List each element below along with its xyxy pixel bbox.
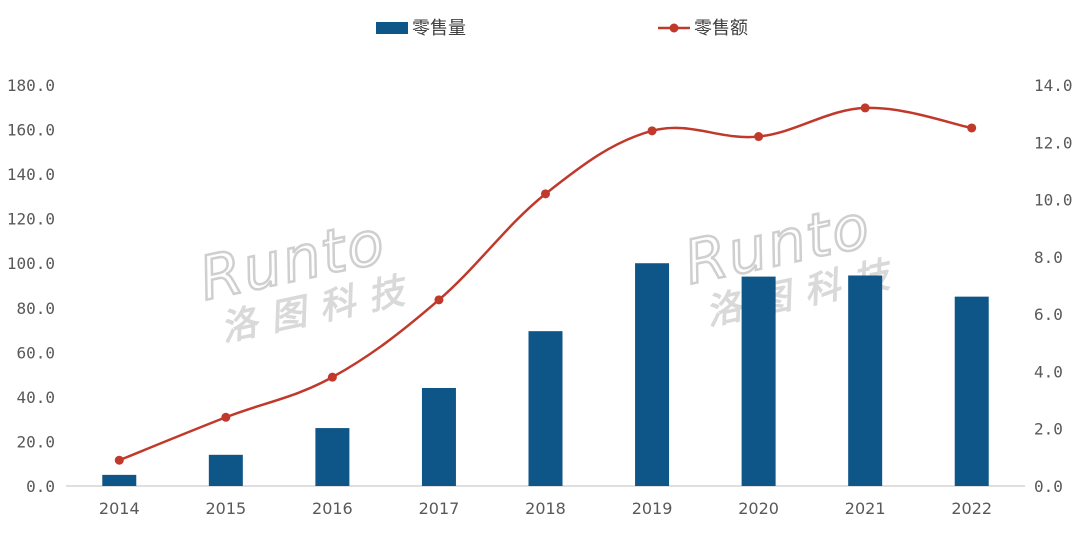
y-left-tick-label: 0.0 bbox=[26, 477, 55, 496]
y-left-tick-label: 160.0 bbox=[7, 121, 55, 140]
plot-area: 0.0 20.0 40.0 60.0 80.0 100.0 120.0 140.0 160.0 1… bbox=[7, 76, 1073, 518]
line-point bbox=[967, 123, 977, 133]
bar bbox=[954, 296, 989, 486]
legend-line-marker bbox=[669, 23, 679, 33]
y-right-tick-label: 0.0 bbox=[1034, 477, 1063, 496]
legend: 零售量 零售额 bbox=[376, 18, 748, 39]
x-tick-label: 2022 bbox=[951, 499, 992, 518]
line-point bbox=[327, 372, 337, 382]
line-point bbox=[541, 189, 550, 199]
x-tick-label: 2021 bbox=[845, 499, 886, 518]
bar bbox=[848, 275, 883, 486]
y-left-tick-label: 140.0 bbox=[7, 165, 55, 184]
line-point bbox=[647, 126, 657, 136]
x-tick-label: 2020 bbox=[738, 499, 779, 518]
x-tick-label: 2019 bbox=[632, 499, 673, 518]
legend-bar-label: 零售量 bbox=[412, 18, 466, 39]
y-left-tick-label: 120.0 bbox=[7, 210, 55, 229]
bar bbox=[741, 276, 776, 486]
bar bbox=[102, 474, 137, 486]
y-right-tick-label: 2.0 bbox=[1034, 420, 1063, 439]
line-point bbox=[221, 412, 231, 422]
y-right-tick-label: 6.0 bbox=[1034, 305, 1063, 324]
x-tick-label: 2015 bbox=[205, 499, 246, 518]
y-left-tick-label: 180.0 bbox=[7, 76, 55, 95]
y-right-tick-label: 12.0 bbox=[1034, 133, 1073, 152]
legend-bar-swatch bbox=[376, 22, 408, 34]
y-left-tick-label: 80.0 bbox=[16, 299, 55, 318]
bar bbox=[208, 454, 243, 486]
line-point bbox=[754, 132, 764, 142]
line-point bbox=[434, 295, 444, 305]
x-tick-label: 2016 bbox=[312, 499, 353, 518]
x-tick-label: 2018 bbox=[525, 499, 566, 518]
y-left-tick-label: 100.0 bbox=[7, 254, 55, 273]
legend-line-label: 零售额 bbox=[694, 18, 748, 39]
y-right-tick-label: 8.0 bbox=[1034, 248, 1063, 267]
y-right-tick-label: 4.0 bbox=[1034, 362, 1063, 381]
y-left-tick-label: 40.0 bbox=[16, 388, 55, 407]
bar bbox=[528, 331, 563, 486]
y-left-tick-label: 60.0 bbox=[16, 343, 55, 362]
y-left-tick-label: 20.0 bbox=[16, 432, 55, 451]
x-tick-label: 2017 bbox=[419, 499, 460, 518]
y-right-tick-label: 10.0 bbox=[1034, 191, 1073, 210]
bar bbox=[635, 263, 670, 486]
bar bbox=[315, 428, 350, 486]
bar bbox=[421, 387, 456, 486]
watermark-left: Runto 洛图科技 bbox=[192, 206, 421, 350]
y-right-tick-label: 14.0 bbox=[1034, 76, 1073, 95]
line-point bbox=[114, 455, 124, 465]
x-tick-label: 2014 bbox=[99, 499, 140, 518]
line-point bbox=[860, 103, 870, 113]
